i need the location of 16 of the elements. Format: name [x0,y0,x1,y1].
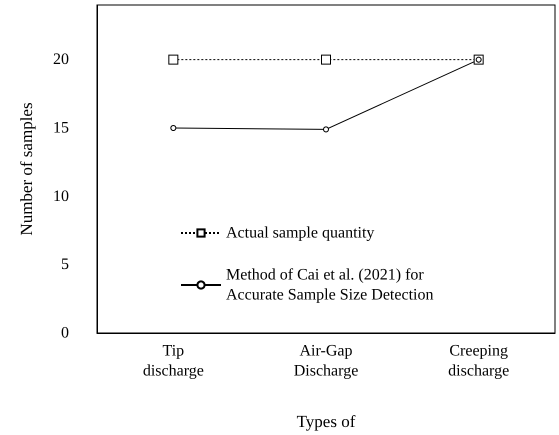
y-tick-label: 5 [61,256,69,274]
legend-label: Actual sample quantity [226,224,374,242]
point [168,54,178,65]
point [323,126,329,132]
x-axis-title: Types of [296,412,356,431]
x-tick-label: Air-Gap Discharge [294,342,358,380]
y-tick-label: 15 [53,120,69,136]
point [170,125,176,131]
legend-label: Method of Cai et al. (2021) for Accurate Sample Size Detection [226,266,434,304]
y-tick-label: 0 [61,324,69,342]
y-axis-title: Number of samples [17,102,36,236]
x-tick-label: Tip discharge [142,342,204,380]
x-tick-label: Creeping discharge [448,342,510,380]
y-tick-label: 20 [53,51,69,68]
point [321,54,331,65]
y-tick-label: 10 [53,188,69,205]
